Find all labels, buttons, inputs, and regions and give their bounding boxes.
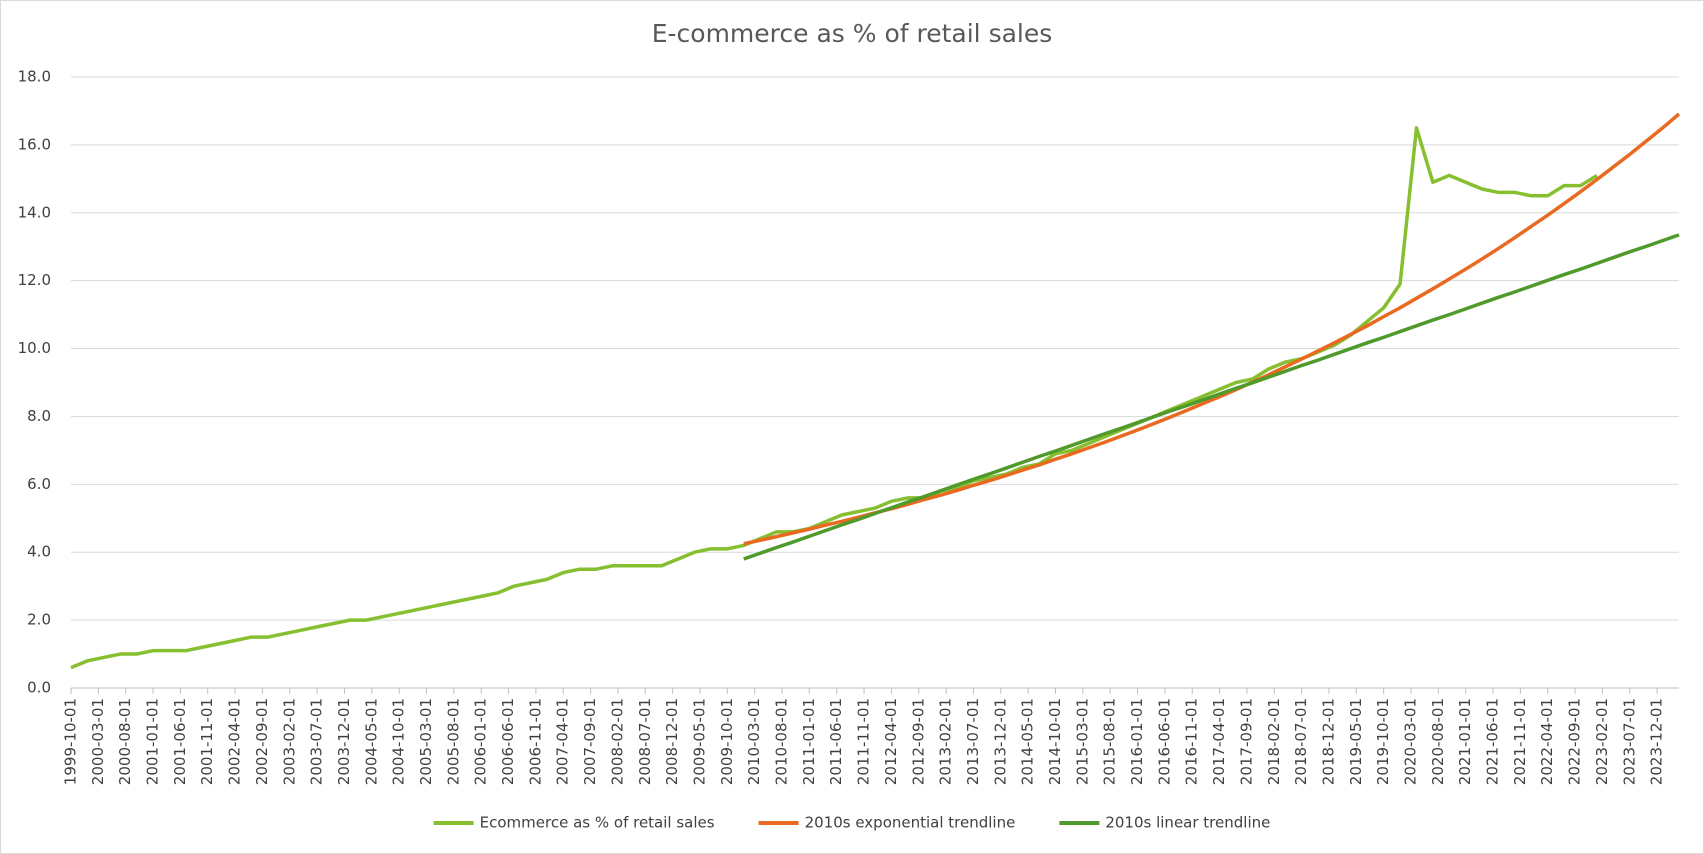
x-tick-label: 2004-10-01 [390,698,408,785]
x-tick-label: 2023-12-01 [1648,698,1666,785]
x-tick-label: 2004-05-01 [362,698,380,785]
x-tick-label: 2016-11-01 [1183,698,1201,785]
x-tick-label: 2007-09-01 [581,698,599,785]
x-tick-label: 2006-06-01 [499,698,517,785]
x-tick-label: 2011-06-01 [827,698,845,785]
x-tick-label: 2019-05-01 [1347,698,1365,785]
x-tick-label: 2016-01-01 [1128,698,1146,785]
x-tick-label: 2003-02-01 [280,698,298,785]
x-tick-label: 2013-07-01 [964,698,982,785]
y-tick-label: 8.0 [27,407,51,425]
x-tick-label: 2023-02-01 [1593,698,1611,785]
legend-label: 2010s linear trendline [1105,814,1270,832]
y-tick-label: 4.0 [27,543,51,561]
x-tick-label: 2000-03-01 [89,698,107,785]
x-tick-label: 2006-11-01 [526,698,544,785]
x-tick-label: 2009-10-01 [718,698,736,785]
x-tick-label: 2011-01-01 [800,698,818,785]
chart-title: E-commerce as % of retail sales [652,19,1053,48]
x-tick-label: 2022-09-01 [1566,698,1584,785]
x-tick-label: 2013-02-01 [937,698,955,785]
y-tick-label: 10.0 [18,339,51,357]
y-tick-label: 0.0 [27,679,51,697]
x-tick-label: 2017-09-01 [1237,698,1255,785]
series-line [743,233,1680,561]
x-tick-label: 2005-08-01 [444,698,462,785]
x-tick-label: 2013-12-01 [991,698,1009,785]
x-tick-label: 2005-03-01 [417,698,435,785]
x-tick-label: 2016-06-01 [1155,698,1173,785]
legend-label: Ecommerce as % of retail sales [480,814,715,832]
legend: Ecommerce as % of retail sales 2010s expo… [433,814,1270,832]
x-tick-label: 2007-04-01 [554,698,572,785]
x-tick-label: 2008-12-01 [663,698,681,785]
x-tick-label: 2003-12-01 [335,698,353,785]
y-tick-label: 2.0 [27,611,51,629]
y-tick-label: 18.0 [18,68,51,86]
y-tick-label: 14.0 [18,203,51,221]
x-tick-label: 2014-10-01 [1046,698,1064,785]
y-tick-label: 12.0 [18,271,51,289]
x-tick-label: 2010-08-01 [773,698,791,785]
x-tick-label: 2015-03-01 [1073,698,1091,785]
x-tick-label: 2021-06-01 [1484,698,1502,785]
x-tick-label: 2001-06-01 [171,698,189,785]
x-tick-label: 2012-04-01 [882,698,900,785]
x-tick-label: 2002-09-01 [253,698,271,785]
x-tick-label: 2006-01-01 [472,698,490,785]
x-tick-label: 2021-01-01 [1456,698,1474,785]
x-tick-label: 2021-11-01 [1511,698,1529,785]
x-tick-label: 2009-05-01 [690,698,708,785]
x-tick-label: 2008-02-01 [608,698,626,785]
x-tick-label: 2022-04-01 [1538,698,1556,785]
x-tick-label: 2011-11-01 [855,698,873,785]
legend-label: 2010s exponential trendline [805,814,1016,832]
x-tick-label: 2015-08-01 [1101,698,1119,785]
x-tick-label: 2018-07-01 [1292,698,1310,785]
x-tick-label: 2018-12-01 [1319,698,1337,785]
x-tick-label: 2002-04-01 [226,698,244,785]
x-tick-label: 2012-09-01 [909,698,927,785]
x-tick-label: 2000-08-01 [116,698,134,785]
x-tick-label: 2003-07-01 [308,698,326,785]
x-tick-label: 2014-05-01 [1019,698,1037,785]
x-tick-label: 2001-01-01 [144,698,162,785]
x-tick-label: 2020-08-01 [1429,698,1447,785]
x-tick-label: 2018-02-01 [1265,698,1283,785]
x-tick-label: 2020-03-01 [1402,698,1420,785]
x-tick-label: 2008-07-01 [636,698,654,785]
x-tick-label: 2017-04-01 [1210,698,1228,785]
y-tick-label: 6.0 [27,475,51,493]
x-tick-label: 2001-11-01 [198,698,216,785]
x-tick-label: 2019-10-01 [1374,698,1392,785]
x-tick-label: 2010-03-01 [745,698,763,785]
x-tick-label: 2023-07-01 [1620,698,1638,785]
y-tick-label: 16.0 [18,135,51,153]
x-tick-label: 1999-10-01 [62,698,80,785]
